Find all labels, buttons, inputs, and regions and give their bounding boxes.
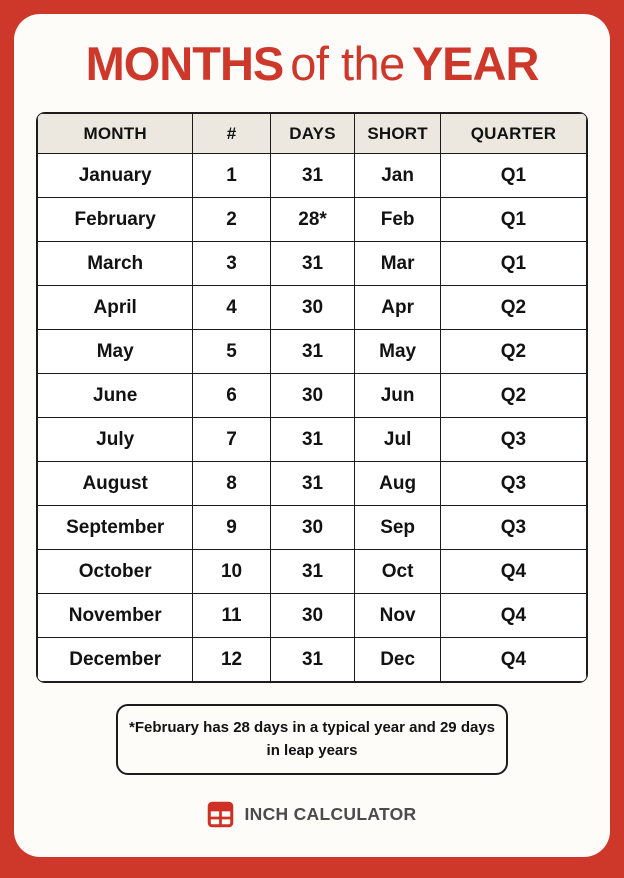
months-table: MONTH # DAYS SHORT QUARTER January 1 31 Jan… (36, 112, 588, 684)
table-cell: Nov (354, 593, 441, 639)
table-cell: October (37, 549, 194, 595)
table-row: November 11 30 Nov Q4 (37, 593, 587, 639)
table-cell: Q2 (439, 285, 587, 331)
table-cell: 6 (192, 373, 271, 419)
column-header-days: DAYS (269, 113, 356, 155)
table-cell: Q1 (439, 153, 587, 199)
table-cell: Jan (354, 153, 441, 199)
months-table-grid: MONTH # DAYS SHORT QUARTER January 1 31 Jan… (37, 113, 587, 683)
table-cell: 30 (269, 285, 356, 331)
title-word-of-the: of the (290, 37, 405, 90)
column-header-short: SHORT (354, 113, 441, 155)
table-row: January 1 31 Jan Q1 (37, 153, 587, 199)
column-header-quarter: QUARTER (439, 113, 587, 155)
table-cell: 2 (192, 197, 271, 243)
table-cell: 3 (192, 241, 271, 287)
table-cell: Sep (354, 505, 441, 551)
table-cell: May (354, 329, 441, 375)
table-cell: 12 (192, 637, 271, 683)
table-cell: 31 (269, 153, 356, 199)
table-header-row: MONTH # DAYS SHORT QUARTER (37, 113, 587, 155)
table-cell: Q2 (439, 373, 587, 419)
table-cell: March (37, 241, 194, 287)
table-row: August 8 31 Aug Q3 (37, 461, 587, 507)
table-body: January 1 31 Jan Q1 February 2 28* Feb Q1 March 3 31… (37, 153, 587, 683)
table-row: July 7 31 Jul Q3 (37, 417, 587, 463)
table-cell: 5 (192, 329, 271, 375)
table-cell: 1 (192, 153, 271, 199)
table-cell: Q2 (439, 329, 587, 375)
footnote-area: *February has 28 days in a typical year … (14, 704, 610, 776)
table-row: February 2 28* Feb Q1 (37, 197, 587, 243)
table-cell: Q3 (439, 417, 587, 463)
table-cell: Q1 (439, 241, 587, 287)
table-cell: 11 (192, 593, 271, 639)
table-cell: Feb (354, 197, 441, 243)
table-row: March 3 31 Mar Q1 (37, 241, 587, 287)
table-cell: Oct (354, 549, 441, 595)
table-cell: May (37, 329, 194, 375)
table-cell: Jun (354, 373, 441, 419)
column-header-month: MONTH (37, 113, 194, 155)
page-title: MONTHS of the YEAR (14, 14, 610, 88)
table-cell: December (37, 637, 194, 683)
table-cell: Aug (354, 461, 441, 507)
table-row: May 5 31 May Q2 (37, 329, 587, 375)
table-cell: Q4 (439, 637, 587, 683)
calculator-icon (208, 802, 234, 828)
footnote-box: *February has 28 days in a typical year … (116, 704, 508, 776)
table-cell: September (37, 505, 194, 551)
table-cell: Mar (354, 241, 441, 287)
table-cell: Q4 (439, 593, 587, 639)
title-word-year: YEAR (411, 37, 540, 90)
table-cell: 9 (192, 505, 271, 551)
table-cell: July (37, 417, 194, 463)
table-row: October 10 31 Oct Q4 (37, 549, 587, 595)
table-cell: June (37, 373, 194, 419)
table-cell: 31 (269, 417, 356, 463)
table-cell: February (37, 197, 194, 243)
table-cell: Q1 (439, 197, 587, 243)
table-cell: 10 (192, 549, 271, 595)
brand-footer: INCH CALCULATOR (14, 801, 610, 828)
table-cell: 4 (192, 285, 271, 331)
column-header-number: # (192, 113, 271, 155)
table-cell: 31 (269, 549, 356, 595)
table-cell: 8 (192, 461, 271, 507)
brand-name: INCH CALCULATOR (244, 804, 417, 825)
table-cell: 30 (269, 373, 356, 419)
table-cell: Q3 (439, 505, 587, 551)
table-cell: 30 (269, 505, 356, 551)
table-cell: Apr (354, 285, 441, 331)
table-row: December 12 31 Dec Q4 (37, 637, 587, 683)
table-cell: 31 (269, 637, 356, 683)
table-cell: January (37, 153, 194, 199)
table-cell: Q3 (439, 461, 587, 507)
table-row: April 4 30 Apr Q2 (37, 285, 587, 331)
table-cell: April (37, 285, 194, 331)
table-cell: 31 (269, 329, 356, 375)
table-cell: 31 (269, 241, 356, 287)
table-cell: 30 (269, 593, 356, 639)
poster-card: MONTHS of the YEAR MONTH # DAYS SHORT QUAR… (14, 14, 610, 857)
table-cell: Q4 (439, 549, 587, 595)
table-row: June 6 30 Jun Q2 (37, 373, 587, 419)
table-row: September 9 30 Sep Q3 (37, 505, 587, 551)
table-cell: November (37, 593, 194, 639)
table-cell: 31 (269, 461, 356, 507)
table-cell: Dec (354, 637, 441, 683)
table-cell: August (37, 461, 194, 507)
table-cell: 7 (192, 417, 271, 463)
table-cell: 28* (269, 197, 356, 243)
title-word-months: MONTHS (85, 37, 285, 90)
table-cell: Jul (354, 417, 441, 463)
